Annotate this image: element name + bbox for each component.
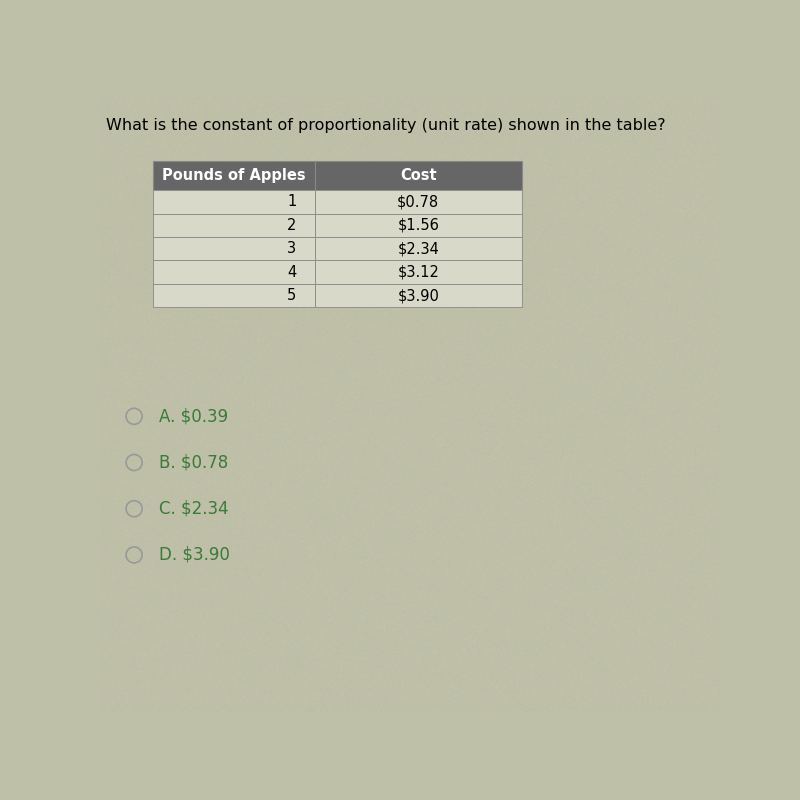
Text: $3.12: $3.12: [398, 265, 439, 280]
Text: $1.56: $1.56: [398, 218, 439, 233]
Text: C. $2.34: C. $2.34: [159, 500, 229, 518]
Text: What is the constant of proportionality (unit rate) shown in the table?: What is the constant of proportionality …: [106, 118, 666, 133]
Bar: [315, 190, 522, 214]
Text: 2: 2: [287, 218, 297, 233]
Text: 3: 3: [287, 242, 297, 256]
Bar: [153, 261, 315, 284]
Bar: [153, 214, 315, 237]
Text: $0.78: $0.78: [398, 194, 439, 210]
Bar: [315, 214, 522, 237]
Text: $3.90: $3.90: [398, 288, 439, 303]
Bar: [315, 284, 522, 307]
Text: Pounds of Apples: Pounds of Apples: [162, 168, 306, 183]
Bar: [153, 190, 315, 214]
Text: B. $0.78: B. $0.78: [159, 454, 228, 471]
Text: A. $0.39: A. $0.39: [159, 407, 228, 426]
Text: 5: 5: [287, 288, 297, 303]
Text: $2.34: $2.34: [398, 242, 439, 256]
Bar: [315, 237, 522, 261]
Text: 1: 1: [287, 194, 297, 210]
Bar: [153, 284, 315, 307]
Text: D. $3.90: D. $3.90: [159, 546, 230, 564]
Text: Cost: Cost: [400, 168, 437, 183]
Bar: [153, 237, 315, 261]
Bar: [153, 161, 315, 190]
Text: 4: 4: [287, 265, 297, 280]
Bar: [315, 161, 522, 190]
Bar: [315, 261, 522, 284]
